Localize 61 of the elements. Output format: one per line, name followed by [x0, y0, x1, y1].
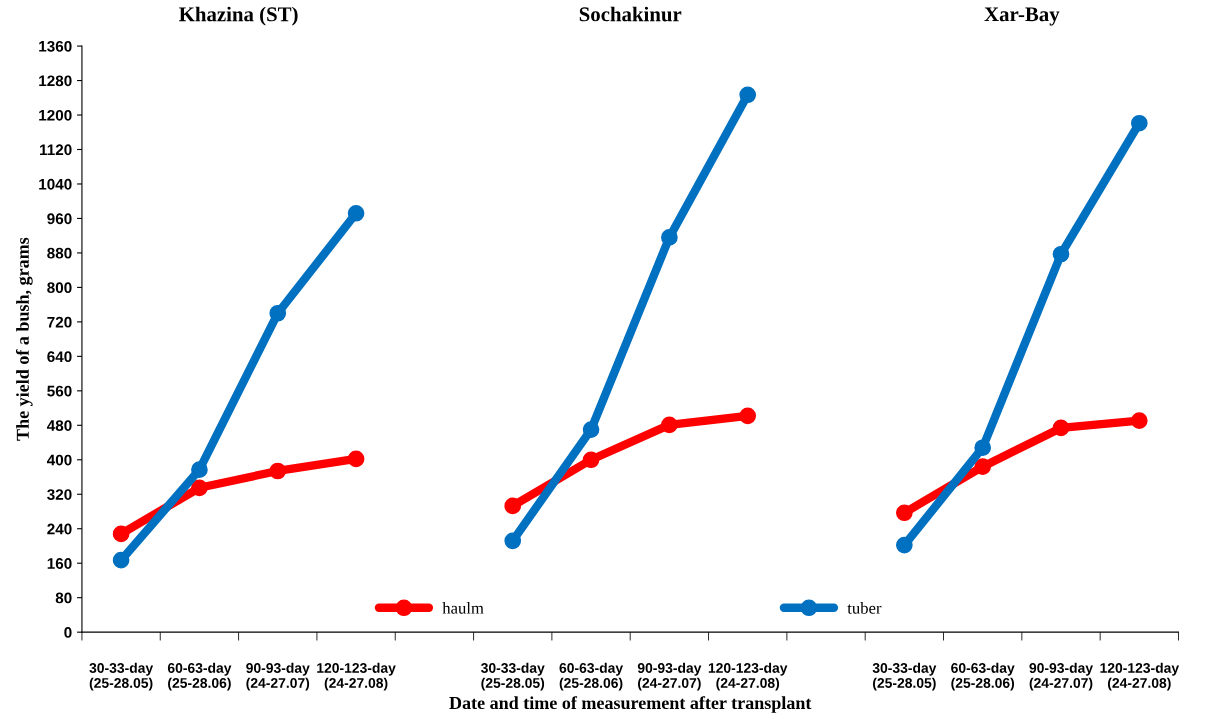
point — [739, 407, 757, 425]
legend-label: tuber — [847, 602, 882, 614]
y-tick-label: 80 — [55, 592, 72, 604]
y-tick-label: 1280 — [39, 75, 72, 87]
legend-label: haulm — [442, 602, 484, 614]
point — [1130, 114, 1148, 132]
point — [896, 536, 913, 554]
point — [896, 504, 913, 522]
point — [191, 479, 208, 497]
text: Khazina (ST) — [179, 6, 298, 26]
y-tick-label: 1200 — [39, 109, 72, 121]
point — [582, 451, 600, 469]
point — [974, 458, 992, 476]
y-tick-label: 480 — [46, 420, 72, 431]
point — [191, 461, 208, 479]
y-tick-label: 960 — [47, 213, 72, 225]
x-tick-label: 60-63-day (25-28.06) — [167, 662, 232, 691]
point — [1130, 412, 1148, 429]
x-tick-label: 90-93-day (24-27.07) — [1029, 662, 1093, 691]
text: Sochakinur — [579, 6, 682, 22]
x-tick-label: 30-33-day (25-28.05) — [481, 662, 545, 691]
x-tick-label: 60-63-day (25-28.06) — [951, 662, 1015, 691]
point — [504, 532, 522, 550]
point — [269, 462, 287, 480]
x-tick-label: 90-93-day (24-27.07) — [246, 662, 310, 691]
point — [661, 416, 678, 434]
y-tick-label: 400 — [46, 454, 72, 466]
point — [582, 421, 600, 438]
x-tick-label: 60-63-day (25-28.06) — [559, 662, 624, 691]
x-tick-label: 120-123-day (24-27.08) — [1100, 662, 1180, 691]
point — [1052, 419, 1070, 437]
y-tick-label: 240 — [47, 523, 72, 535]
x-axis-title: Date and time of measurement after transplant — [449, 696, 812, 713]
y-tick-label: 880 — [47, 247, 72, 259]
y-tick-label: 1120 — [40, 144, 72, 156]
point — [112, 525, 130, 543]
y-tick-label: 320 — [47, 489, 72, 500]
y-tick-label: 560 — [47, 385, 72, 397]
y-tick-label: 640 — [47, 351, 72, 363]
y-tick-label: 720 — [47, 316, 72, 328]
point — [739, 86, 757, 104]
point — [974, 439, 992, 457]
text: Xar-Bay — [984, 7, 1060, 26]
x-tick-label: 120-123-day (24-27.08) — [317, 662, 396, 691]
x-tick-label: 90-93-day (24-27.07) — [637, 662, 702, 691]
x-tick-label: 30-33-day (25-28.05) — [89, 662, 154, 691]
y-tick-label: 0 — [64, 627, 72, 638]
y-tick-label: 1360 — [39, 40, 72, 52]
y-tick-label: 1040 — [39, 178, 72, 190]
point — [269, 304, 287, 322]
point — [504, 497, 522, 515]
y-tick-label: 800 — [47, 282, 72, 294]
x-tick-label: 120-123-day (24-27.08) — [708, 662, 788, 691]
x-tick-label: 30-33-day (25-28.05) — [872, 662, 937, 691]
point — [112, 551, 130, 569]
y-tick-label: 160 — [47, 558, 72, 569]
point — [347, 450, 365, 468]
point — [347, 204, 365, 222]
y-axis-title: The yield of a bush, grams — [15, 237, 33, 441]
point — [1052, 245, 1070, 263]
point — [661, 229, 678, 246]
